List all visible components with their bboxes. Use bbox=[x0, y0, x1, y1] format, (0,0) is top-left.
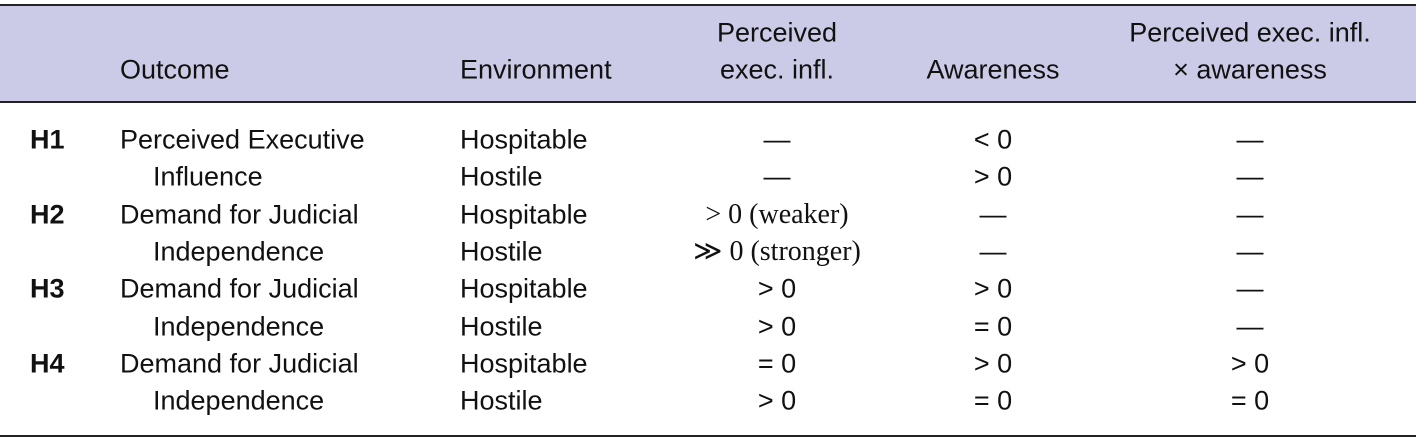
header-band bbox=[0, 4, 1416, 103]
effect: — bbox=[979, 236, 1007, 267]
effect: — bbox=[763, 161, 791, 192]
effect: = 0 bbox=[973, 311, 1013, 341]
environment: Hostile bbox=[460, 161, 543, 192]
effect: > 0 (weaker) bbox=[705, 198, 849, 230]
environment: Hostile bbox=[460, 385, 543, 416]
effect: > 0 bbox=[973, 273, 1013, 304]
outcome: Demand for Judicial bbox=[120, 348, 359, 379]
hypothesis-id: H2 bbox=[30, 199, 65, 230]
effect: > 0 bbox=[973, 161, 1013, 192]
outcome: Influence bbox=[153, 161, 263, 192]
outcome: Demand for Judicial bbox=[120, 199, 359, 230]
outcome: Perceived Executive bbox=[120, 124, 365, 155]
header-cell: × awareness bbox=[1173, 54, 1327, 85]
effect: > 0 bbox=[1230, 348, 1270, 379]
effect: — bbox=[1236, 199, 1264, 230]
hypothesis-id: H3 bbox=[30, 273, 65, 304]
effect: > 0 bbox=[757, 273, 797, 304]
environment: Hostile bbox=[460, 311, 543, 341]
environment: Hospitable bbox=[460, 348, 588, 379]
effect: > 0 bbox=[757, 385, 797, 416]
environment: Hostile bbox=[460, 236, 543, 267]
effect: = 0 bbox=[973, 385, 1013, 416]
environment: Hospitable bbox=[460, 124, 588, 155]
effect: = 0 bbox=[1230, 385, 1270, 416]
effect: — bbox=[979, 199, 1007, 230]
outcome: Independence bbox=[153, 311, 325, 341]
header-cell: Perceived bbox=[716, 17, 838, 48]
effect: — bbox=[1236, 273, 1264, 304]
environment: Hospitable bbox=[460, 199, 588, 230]
outcome: Demand for Judicial bbox=[120, 273, 359, 304]
bottom-rule bbox=[0, 435, 1416, 437]
hypothesis-id: H4 bbox=[30, 348, 65, 379]
effect: — bbox=[1236, 161, 1264, 192]
effect: ≫ 0 (stronger) bbox=[693, 235, 861, 267]
effect: = 0 bbox=[757, 348, 797, 379]
header-cell: Awareness bbox=[926, 54, 1060, 85]
header-cell: Perceived exec. infl. bbox=[1129, 17, 1371, 48]
effect: — bbox=[1236, 236, 1264, 267]
effect: > 0 bbox=[757, 311, 797, 341]
header-cell: exec. infl. bbox=[719, 54, 835, 85]
header-cell: Outcome bbox=[120, 54, 230, 85]
effect: — bbox=[1236, 124, 1264, 155]
outcome: Independence bbox=[153, 385, 325, 416]
effect: > 0 bbox=[973, 348, 1013, 379]
hypothesis-id: H1 bbox=[30, 124, 65, 155]
effect: — bbox=[763, 124, 791, 155]
header-cell: Environment bbox=[460, 54, 612, 85]
effect: — bbox=[1236, 311, 1264, 341]
effect: < 0 bbox=[973, 124, 1013, 155]
outcome: Independence bbox=[153, 236, 325, 267]
environment: Hospitable bbox=[460, 273, 588, 304]
